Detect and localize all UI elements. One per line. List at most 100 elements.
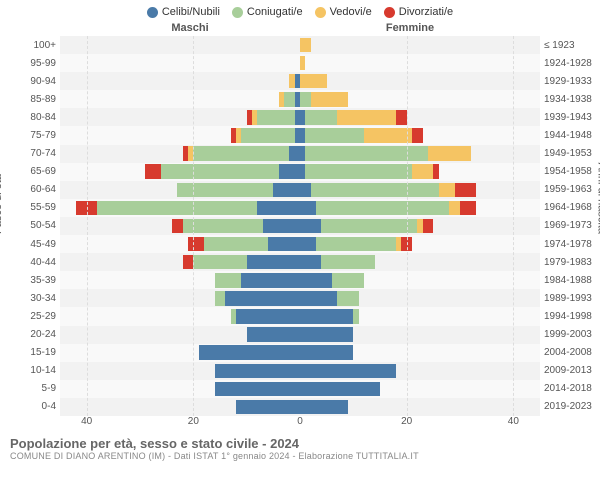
- male-side: [60, 362, 300, 380]
- bar-segment-div: [423, 219, 434, 233]
- age-label: 30-34: [12, 293, 56, 304]
- bar-segment-div: [183, 255, 194, 269]
- birth-year-label: 1929-1933: [544, 76, 600, 87]
- male-side: [60, 72, 300, 90]
- male-side: [60, 307, 300, 325]
- legend-item: Vedovi/e: [315, 6, 372, 18]
- bar-segment-con: [161, 164, 278, 178]
- pyramid-row: 75-791944-1948: [60, 126, 540, 144]
- bar-segment-con: [316, 201, 449, 215]
- legend-item: Divorziati/e: [384, 6, 453, 18]
- male-side: [60, 253, 300, 271]
- bar-segment-con: [305, 146, 428, 160]
- age-label: 25-29: [12, 311, 56, 322]
- male-side: [60, 54, 300, 72]
- plot-area: 100+≤ 192395-991924-192890-941929-193385…: [60, 36, 540, 416]
- female-side: [300, 36, 540, 54]
- age-label: 85-89: [12, 94, 56, 105]
- pyramid-row: 60-641959-1963: [60, 181, 540, 199]
- bar-segment-ved: [300, 38, 311, 52]
- bar-segment-cel: [273, 183, 300, 197]
- bar-segment-con: [305, 110, 337, 124]
- age-label: 100+: [12, 40, 56, 51]
- bar-segment-div: [172, 219, 183, 233]
- legend-swatch: [384, 7, 395, 18]
- age-label: 70-74: [12, 148, 56, 159]
- bar-segment-ved: [449, 201, 460, 215]
- birth-year-label: 1939-1943: [544, 112, 600, 123]
- bar-segment-cel: [225, 291, 300, 305]
- bar-segment-div: [412, 128, 423, 142]
- birth-year-label: 1989-1993: [544, 293, 600, 304]
- birth-year-label: 1999-2003: [544, 329, 600, 340]
- bar-segment-con: [193, 146, 289, 160]
- age-label: 65-69: [12, 166, 56, 177]
- pyramid-row: 35-391984-1988: [60, 271, 540, 289]
- bar-segment-con: [337, 291, 358, 305]
- birth-year-label: 1984-1988: [544, 275, 600, 286]
- bar-segment-con: [332, 273, 364, 287]
- age-label: 0-4: [12, 401, 56, 412]
- birth-year-label: 2004-2008: [544, 347, 600, 358]
- age-label: 40-44: [12, 257, 56, 268]
- bar-segment-div: [460, 201, 476, 215]
- bar-segment-cel: [300, 400, 348, 414]
- bar-segment-cel: [300, 345, 353, 359]
- bar-segment-cel: [215, 382, 300, 396]
- bar-segment-con: [257, 110, 294, 124]
- female-side: [300, 163, 540, 181]
- population-pyramid: Celibi/NubiliConiugati/eVedovi/eDivorzia…: [0, 0, 600, 500]
- birth-year-label: 1944-1948: [544, 130, 600, 141]
- bar-segment-con: [193, 255, 246, 269]
- female-side: [300, 235, 540, 253]
- birth-year-label: 1964-1968: [544, 202, 600, 213]
- female-side: [300, 398, 540, 416]
- male-side: [60, 199, 300, 217]
- bar-segment-div: [455, 183, 476, 197]
- age-label: 20-24: [12, 329, 56, 340]
- birth-year-label: 1949-1953: [544, 148, 600, 159]
- male-side: [60, 145, 300, 163]
- bar-segment-cel: [300, 219, 321, 233]
- female-side: [300, 126, 540, 144]
- bar-segment-cel: [236, 309, 300, 323]
- pyramid-row: 80-841939-1943: [60, 108, 540, 126]
- bar-segment-cel: [300, 255, 321, 269]
- male-side: [60, 344, 300, 362]
- age-label: 5-9: [12, 383, 56, 394]
- bar-segment-con: [215, 273, 242, 287]
- pyramid-row: 70-741949-1953: [60, 145, 540, 163]
- age-label: 55-59: [12, 202, 56, 213]
- x-tick: 40: [508, 416, 519, 427]
- bar-segment-cel: [215, 364, 300, 378]
- age-label: 50-54: [12, 220, 56, 231]
- male-side: [60, 289, 300, 307]
- male-side: [60, 126, 300, 144]
- female-side: [300, 54, 540, 72]
- bar-segment-cel: [300, 201, 316, 215]
- birth-year-label: 1974-1978: [544, 239, 600, 250]
- pyramid-row: 50-541969-1973: [60, 217, 540, 235]
- birth-year-label: 1934-1938: [544, 94, 600, 105]
- bar-segment-cel: [300, 364, 396, 378]
- bar-segment-con: [311, 183, 439, 197]
- age-label: 60-64: [12, 184, 56, 195]
- bar-segment-con: [284, 92, 295, 106]
- bar-segment-ved: [300, 56, 305, 70]
- age-label: 35-39: [12, 275, 56, 286]
- bar-segment-div: [145, 164, 161, 178]
- grid-line: [513, 36, 514, 416]
- pyramid-row: 95-991924-1928: [60, 54, 540, 72]
- pyramid-row: 20-241999-2003: [60, 326, 540, 344]
- pyramid-row: 25-291994-1998: [60, 307, 540, 325]
- chart-title: Popolazione per età, sesso e stato civil…: [10, 436, 590, 451]
- chart-subtitle: COMUNE DI DIANO ARENTINO (IM) - Dati IST…: [10, 451, 590, 461]
- legend-swatch: [147, 7, 158, 18]
- birth-year-label: 1954-1958: [544, 166, 600, 177]
- female-side: [300, 380, 540, 398]
- pyramid-row: 15-192004-2008: [60, 344, 540, 362]
- female-side: [300, 217, 540, 235]
- male-side: [60, 181, 300, 199]
- female-side: [300, 72, 540, 90]
- bar-segment-div: [433, 164, 438, 178]
